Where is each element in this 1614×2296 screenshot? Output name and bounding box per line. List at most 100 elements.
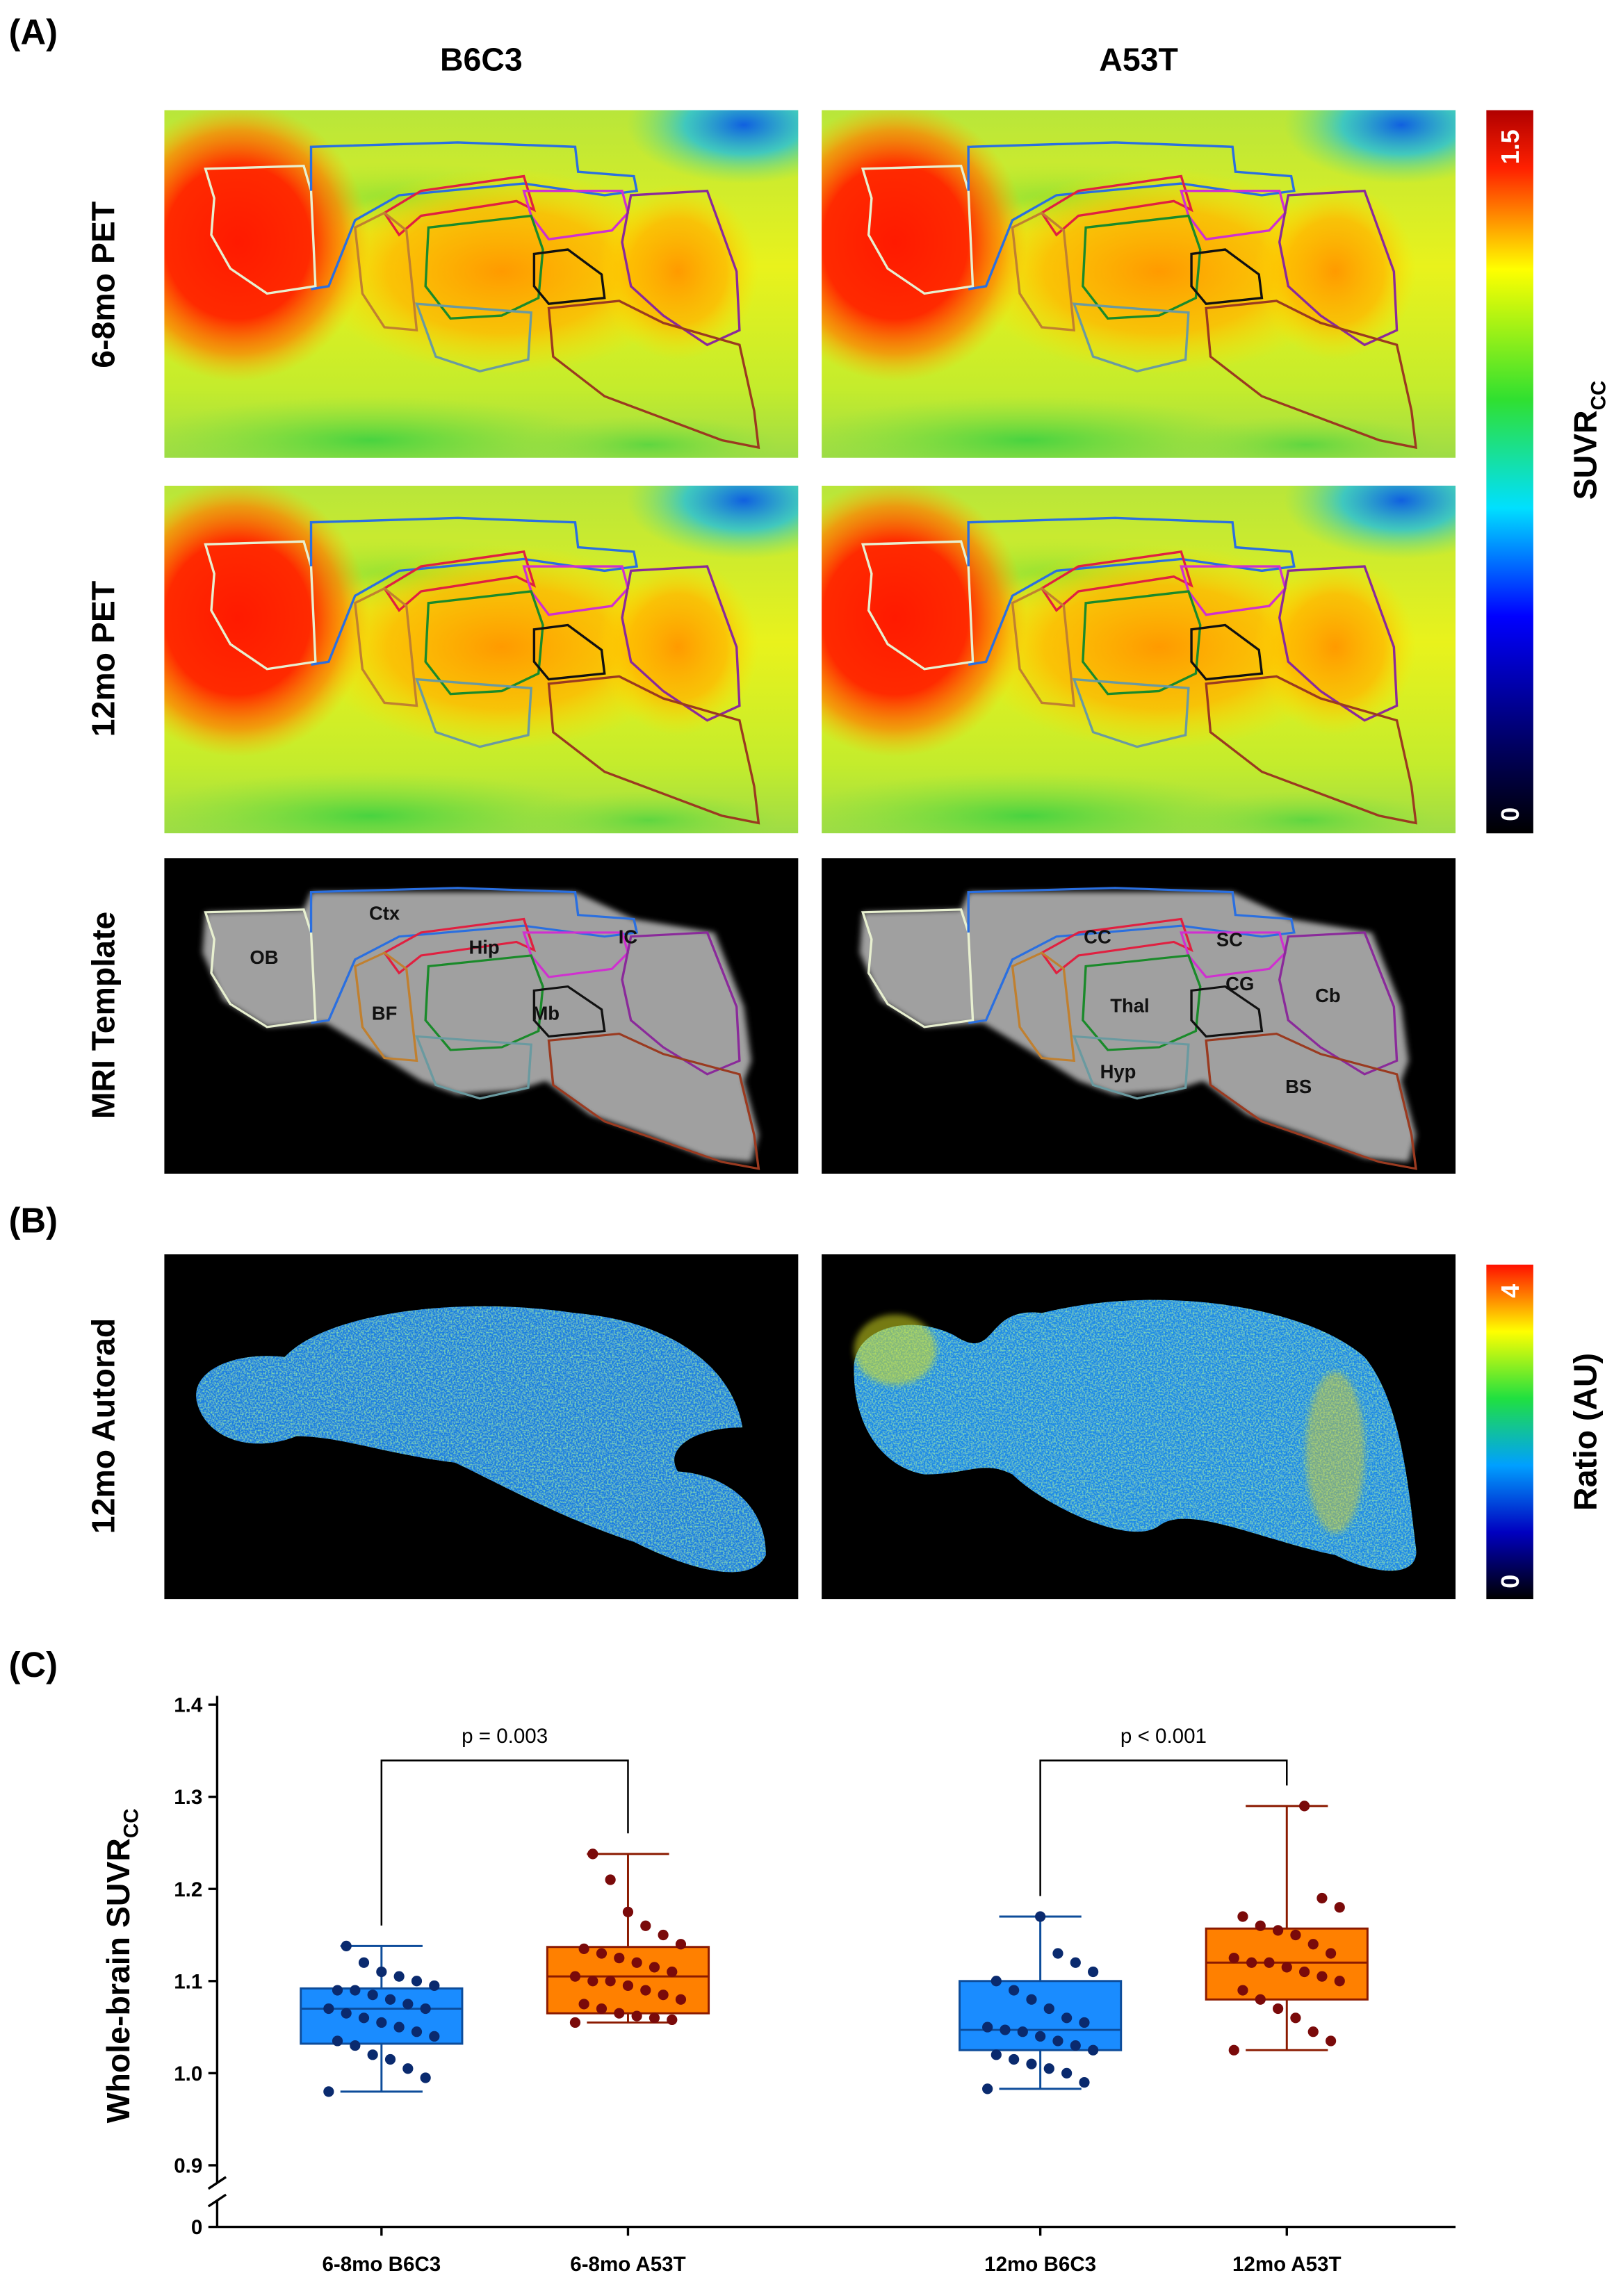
y-tick-label: 1.3 — [174, 1786, 202, 1809]
data-point — [1070, 1957, 1081, 1968]
region-label: CC — [1084, 926, 1111, 948]
data-point — [1307, 1939, 1319, 1950]
box — [300, 1987, 464, 2045]
data-point — [1290, 2012, 1301, 2024]
data-point — [323, 2003, 334, 2015]
row-label: MRI Template — [85, 912, 122, 1119]
annotation: p < 0.001 — [1120, 1725, 1207, 1748]
data-point — [1088, 1966, 1099, 1978]
data-point — [367, 2049, 378, 2060]
data-point — [393, 1971, 405, 1982]
pet-image — [763, 442, 1519, 860]
data-point — [631, 2010, 642, 2022]
data-point — [1246, 1957, 1257, 1968]
mri-image — [164, 858, 798, 1174]
label-text: SUVR — [1567, 410, 1604, 500]
data-point — [1061, 2012, 1073, 2024]
data-point — [569, 2017, 581, 2028]
pet-image — [763, 66, 1519, 484]
data-point — [1026, 2058, 1037, 2069]
data-point — [384, 1994, 396, 2005]
data-point — [658, 1990, 669, 2001]
data-point — [640, 1985, 651, 1996]
data-point — [1325, 1948, 1337, 1959]
data-point — [1017, 2026, 1028, 2037]
data-point — [1035, 1911, 1046, 1922]
data-point — [587, 1848, 598, 1860]
data-point — [1000, 2024, 1011, 2035]
region-label: Cb — [1315, 985, 1341, 1006]
data-point — [341, 2008, 352, 2019]
region-label: CG — [1225, 973, 1254, 994]
data-point — [614, 1953, 625, 1964]
data-point — [1317, 1892, 1328, 1904]
region-labels: OB Ctx Hip IC BF Mb CC SC Thal CG Cb Hyp… — [250, 903, 1340, 1097]
data-point — [350, 1985, 361, 1996]
y-tick-label: 1.4 — [174, 1694, 203, 1717]
data-point — [1237, 1985, 1248, 1996]
y-tick-label: 1.2 — [174, 1878, 202, 1901]
data-point — [393, 2022, 405, 2033]
data-point — [649, 1962, 660, 1973]
pet-image — [106, 66, 861, 484]
colorbar-tick: 0 — [1497, 807, 1524, 821]
colorbar-label: Ratio (AU) — [1567, 1353, 1604, 1511]
data-point — [402, 1999, 414, 2010]
data-point — [411, 1976, 423, 1987]
y-tick-label: 0.9 — [174, 2154, 202, 2177]
data-point — [1043, 2063, 1054, 2074]
data-point — [1281, 1962, 1292, 1973]
axis-break — [207, 2193, 227, 2208]
label-sub: CC — [1587, 381, 1610, 411]
region-label: OB — [250, 946, 278, 968]
data-point — [622, 1906, 634, 1917]
data-point — [991, 2049, 1002, 2060]
data-point — [1052, 1948, 1063, 1959]
pet-image — [106, 442, 861, 860]
data-point — [1298, 1966, 1310, 1978]
data-point — [376, 2017, 387, 2028]
data-point — [1307, 2026, 1319, 2037]
data-point — [420, 2072, 431, 2083]
data-point — [982, 2083, 993, 2094]
data-point — [640, 1920, 651, 1931]
data-point — [367, 1990, 378, 2001]
row-label: 6-8mo PET — [85, 202, 122, 368]
data-point — [578, 1999, 589, 2010]
data-point — [1088, 2044, 1099, 2056]
data-point — [578, 1943, 589, 1954]
data-point — [1317, 1971, 1328, 1982]
autorad-brain — [196, 1306, 766, 1573]
data-point — [332, 2035, 343, 2047]
data-point — [323, 2086, 334, 2097]
data-point — [667, 2014, 678, 2026]
data-point — [569, 1971, 581, 1982]
data-point — [605, 1874, 616, 1885]
data-point — [1079, 2077, 1090, 2088]
row-label: 12mo Autorad — [85, 1318, 122, 1534]
colorbar — [1486, 1264, 1533, 1600]
data-point — [1255, 1994, 1266, 2005]
colorbar-label: SUVRCC — [1567, 381, 1611, 500]
region-label: SC — [1216, 929, 1243, 951]
significance-bracket — [380, 1760, 629, 1926]
data-point — [1009, 1985, 1020, 1996]
data-point — [1264, 1957, 1275, 1968]
x-tick-label: 12mo A53T — [1232, 2253, 1342, 2276]
data-point — [622, 1980, 634, 1992]
data-point — [332, 1985, 343, 1996]
data-point — [587, 1976, 598, 1987]
data-point — [1273, 1925, 1284, 1936]
region-label: Thal — [1110, 995, 1149, 1017]
colorbar-tick: 4 — [1497, 1284, 1524, 1298]
data-point — [1052, 2035, 1063, 2047]
data-point — [991, 1976, 1002, 1987]
data-point — [429, 1980, 440, 1992]
colorbar — [1486, 110, 1533, 834]
data-point — [429, 2031, 440, 2042]
panel-label: (B) — [9, 1200, 58, 1240]
label-sub: CC — [120, 1808, 142, 1838]
data-point — [675, 1994, 687, 2005]
data-point — [982, 2022, 993, 2033]
x-tick-label: 12mo B6C3 — [984, 2253, 1096, 2276]
